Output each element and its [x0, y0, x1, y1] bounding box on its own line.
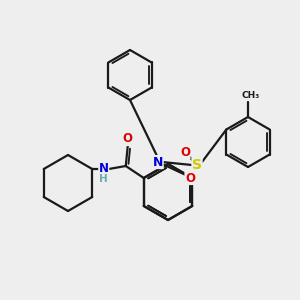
Text: O: O — [123, 133, 133, 146]
Text: N: N — [99, 163, 109, 176]
Text: O: O — [180, 146, 190, 158]
Text: S: S — [192, 158, 202, 172]
Text: CH₃: CH₃ — [242, 91, 260, 100]
Text: N: N — [153, 155, 163, 169]
Text: O: O — [185, 172, 195, 184]
Text: H: H — [99, 174, 108, 184]
